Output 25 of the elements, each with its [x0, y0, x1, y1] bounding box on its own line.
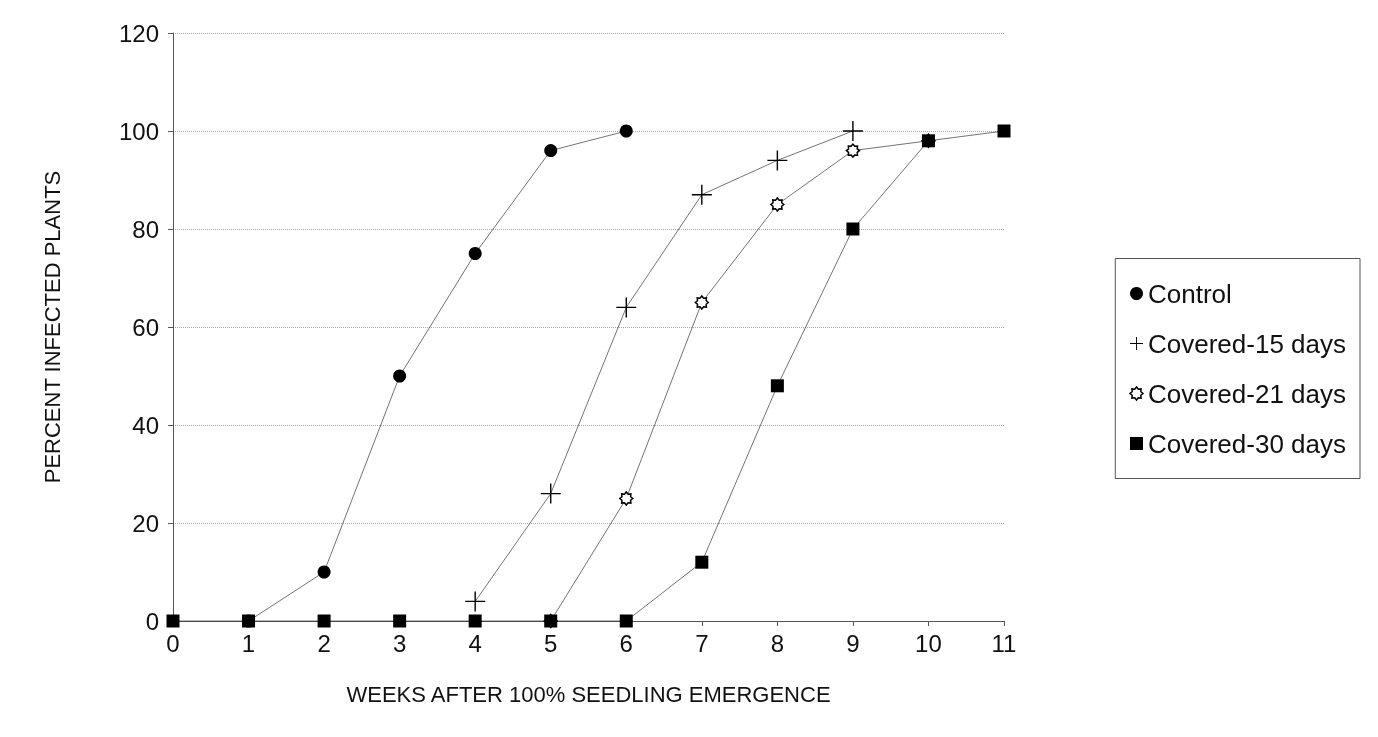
legend-label: Control — [1148, 278, 1232, 309]
x-tick-label: 1 — [241, 629, 256, 657]
x-tick-label: 9 — [846, 629, 860, 657]
y-tick-label: 0 — [145, 607, 159, 635]
y-tick-label: 80 — [132, 215, 159, 243]
x-tick-label: 2 — [317, 629, 331, 657]
y-tick-label: 20 — [132, 509, 159, 537]
x-tick-label: 0 — [166, 629, 180, 657]
x-tick-label: 6 — [619, 629, 633, 657]
y-tick-label: 120 — [118, 19, 159, 47]
x-tick-label: 11 — [991, 629, 1017, 657]
x-tick-label: 5 — [544, 629, 558, 657]
legend-label: Covered-15 days — [1148, 328, 1346, 359]
x-tick-label: 4 — [468, 629, 482, 657]
y-tick-label: 40 — [132, 411, 159, 439]
legend-label: Covered-30 days — [1148, 428, 1346, 459]
y-tick-label: 60 — [132, 313, 159, 341]
x-tick-label: 7 — [695, 629, 709, 657]
x-tick-label: 10 — [915, 629, 942, 657]
legend-label: Covered-21 days — [1148, 378, 1346, 409]
x-axis-title: WEEKS AFTER 100% SEEDLING EMERGENCE — [346, 681, 831, 707]
x-tick-label: 8 — [770, 629, 785, 657]
x-tick-label: 3 — [392, 629, 407, 657]
y-axis-title: PERCENT INFECTED PLANTS — [39, 170, 65, 484]
y-tick-label: 100 — [118, 117, 159, 145]
